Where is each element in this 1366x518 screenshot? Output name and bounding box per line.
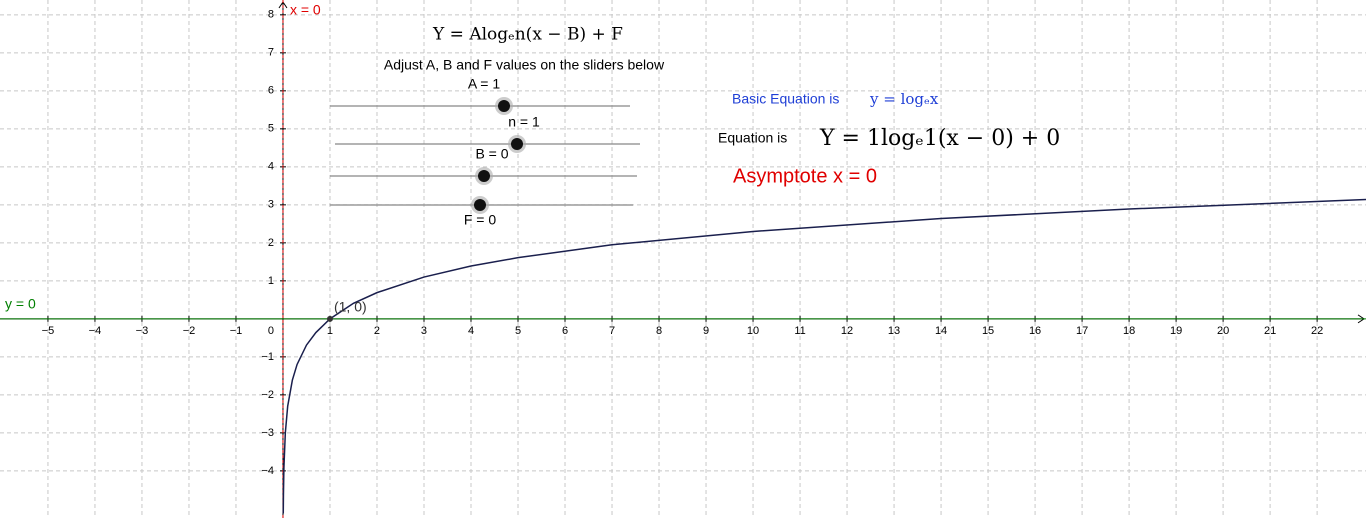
slider-knob[interactable] bbox=[478, 170, 490, 182]
basic-equation: y = logₑx bbox=[869, 90, 939, 108]
equation-label: Equation is bbox=[718, 130, 787, 146]
instructions: Adjust A, B and F values on the sliders … bbox=[384, 57, 665, 73]
y-tick-label: 3 bbox=[268, 199, 274, 211]
y-tick-label: −2 bbox=[261, 389, 274, 401]
point-label: (1, 0) bbox=[334, 299, 367, 315]
y-tick-label: 2 bbox=[268, 237, 274, 249]
x-tick-label: −3 bbox=[136, 325, 149, 337]
x-tick-label: 20 bbox=[1217, 325, 1229, 337]
y-tick-label: 4 bbox=[268, 161, 274, 173]
formula-title: Y = Alogₑn(x − B) + F bbox=[432, 25, 623, 45]
x-tick-label: 3 bbox=[421, 325, 427, 337]
slider-label: n = 1 bbox=[508, 114, 540, 130]
x-tick-label: 13 bbox=[888, 325, 900, 337]
point bbox=[326, 315, 333, 322]
x-tick-label: 4 bbox=[468, 325, 474, 337]
basic-equation-label: Basic Equation is bbox=[732, 91, 839, 107]
slider-knob[interactable] bbox=[511, 138, 523, 150]
x-tick-label: 7 bbox=[609, 325, 615, 337]
function-curve bbox=[282, 198, 1366, 514]
line-label: y = 0 bbox=[5, 296, 36, 312]
slider-knob[interactable] bbox=[474, 199, 486, 211]
x-tick-label: 22 bbox=[1311, 325, 1323, 337]
x-tick-label: 19 bbox=[1170, 325, 1182, 337]
x-tick-label: 11 bbox=[794, 325, 805, 337]
x-tick-label: 1 bbox=[327, 325, 333, 337]
y-tick-label: −3 bbox=[261, 427, 274, 439]
slider-label: B = 0 bbox=[475, 146, 508, 162]
x-tick-label: −5 bbox=[42, 325, 55, 337]
y-tick-label: −4 bbox=[261, 465, 274, 477]
y-tick-label: −1 bbox=[261, 351, 274, 363]
x-tick-label: 15 bbox=[982, 325, 994, 337]
equation: Y = 1logₑ1(x − 0) + 0 bbox=[819, 126, 1060, 151]
y-tick-label: 8 bbox=[268, 9, 274, 21]
y-tick-label: 6 bbox=[268, 85, 274, 97]
x-tick-label: −4 bbox=[89, 325, 102, 337]
slider-knob[interactable] bbox=[498, 100, 510, 112]
asymptote-text: Asymptote x = 0 bbox=[733, 165, 877, 187]
x-tick-label: 14 bbox=[935, 325, 947, 337]
x-tick-label: 10 bbox=[747, 325, 759, 337]
y-tick-label: 7 bbox=[268, 47, 274, 59]
x-tick-label: 9 bbox=[703, 325, 709, 337]
x-tick-label: 16 bbox=[1029, 325, 1041, 337]
asymptote-label: x = 0 bbox=[290, 2, 321, 18]
slider-label: A = 1 bbox=[468, 76, 501, 92]
y-tick-label: 5 bbox=[268, 123, 274, 135]
x-tick-label: 17 bbox=[1076, 325, 1088, 337]
x-tick-label: −1 bbox=[230, 325, 243, 337]
x-tick-label: 8 bbox=[656, 325, 662, 337]
x-tick-label: 5 bbox=[515, 325, 521, 337]
y-tick-label: 1 bbox=[268, 275, 274, 287]
x-tick-label: 12 bbox=[841, 325, 853, 337]
x-tick-label: 18 bbox=[1123, 325, 1135, 337]
x-tick-label: 21 bbox=[1264, 325, 1276, 337]
x-tick-label: 6 bbox=[562, 325, 568, 337]
x-tick-label: −2 bbox=[183, 325, 196, 337]
x-tick-label: 2 bbox=[374, 325, 380, 337]
slider-label: F = 0 bbox=[464, 212, 497, 228]
origin-label: 0 bbox=[268, 325, 274, 337]
